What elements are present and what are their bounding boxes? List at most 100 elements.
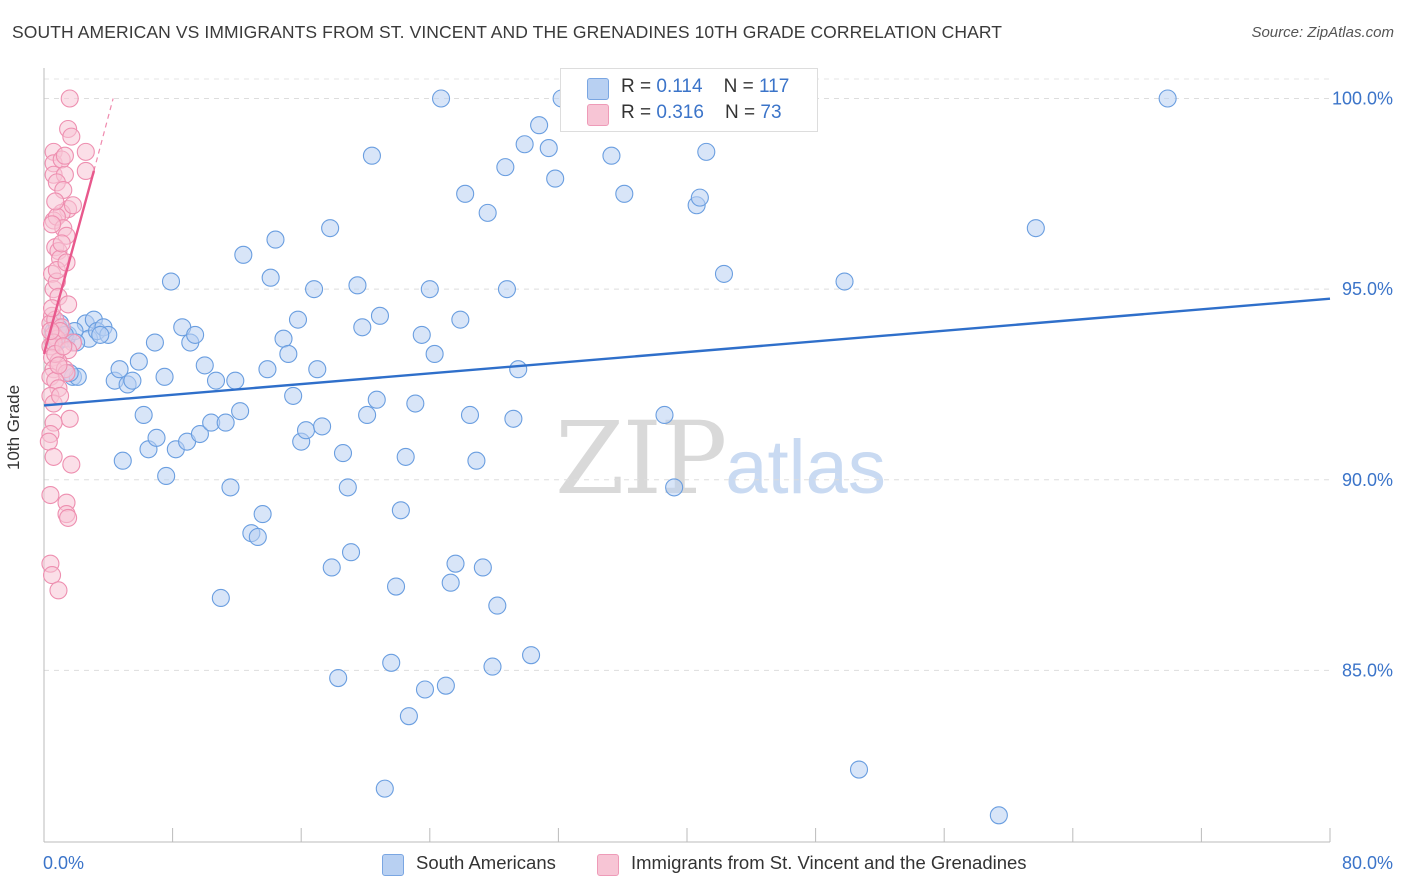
point-st-vincent: [46, 192, 65, 211]
point-south-americans: [441, 573, 460, 592]
source-label: Source: ZipAtlas.com: [1251, 24, 1394, 41]
trendline-south-americans: [43, 297, 1331, 407]
stats-text: R = 0.316 N = 73: [621, 102, 782, 123]
legend-swatch-blue: [587, 78, 609, 100]
point-south-americans: [412, 325, 431, 344]
point-south-americans: [348, 276, 367, 295]
point-south-americans: [386, 577, 406, 596]
point-south-americans: [483, 657, 502, 676]
point-south-americans: [436, 676, 455, 695]
point-st-vincent: [55, 146, 74, 165]
point-south-americans: [451, 310, 470, 329]
y-tick-label: 90.0%: [1342, 470, 1393, 490]
point-south-americans: [509, 360, 528, 379]
point-south-americans: [504, 409, 523, 428]
legend-swatch-pink: [587, 104, 609, 126]
point-south-americans: [488, 596, 507, 615]
point-south-americans: [321, 219, 340, 238]
point-south-americans: [497, 280, 517, 299]
point-south-americans: [478, 203, 497, 222]
point-st-vincent: [60, 89, 79, 108]
point-st-vincent: [59, 295, 78, 314]
point-south-americans: [467, 451, 486, 470]
point-south-americans: [288, 310, 308, 329]
legend-label: South Americans: [416, 852, 556, 873]
point-south-americans: [473, 558, 492, 577]
point-st-vincent: [49, 581, 68, 600]
point-south-americans: [358, 405, 377, 425]
series-legend: South Americans Immigrants from St. Vinc…: [0, 852, 1406, 878]
point-south-americans: [145, 333, 164, 352]
x-tick-label-max: 80.0%: [1342, 853, 1393, 873]
point-south-americans: [284, 386, 303, 405]
y-tick-label: 95.0%: [1342, 279, 1393, 299]
point-south-americans: [396, 447, 415, 466]
point-south-americans: [157, 466, 176, 486]
legend-swatch-pink: [597, 854, 619, 876]
point-south-americans: [989, 806, 1008, 825]
point-st-vincent: [41, 485, 60, 505]
point-south-americans: [123, 371, 142, 390]
point-south-americans: [446, 554, 465, 573]
point-south-americans: [234, 245, 253, 264]
point-south-americans: [211, 588, 230, 608]
point-south-americans: [835, 272, 854, 291]
point-st-vincent: [60, 409, 79, 428]
point-south-americans: [261, 268, 280, 287]
point-south-americans: [279, 344, 298, 364]
point-south-americans: [338, 478, 357, 497]
point-south-americans: [195, 356, 214, 375]
point-south-americans: [248, 527, 267, 547]
point-south-americans: [231, 402, 250, 421]
point-south-americans: [399, 707, 418, 726]
y-tick-label: 100.0%: [1332, 89, 1393, 109]
point-south-americans: [697, 142, 716, 161]
trendline-st-vincent: [42, 170, 95, 355]
point-st-vincent: [52, 234, 71, 253]
point-south-americans: [313, 417, 332, 436]
y-axis-label: 10th Grade: [4, 384, 23, 470]
point-south-americans: [253, 505, 272, 524]
point-south-americans: [190, 424, 209, 444]
point-st-vincent: [51, 386, 70, 405]
point-south-americans: [186, 325, 205, 344]
stats-legend: R = 0.114 N = 117 R = 0.316 N = 73: [560, 68, 818, 132]
point-south-americans: [370, 306, 390, 325]
point-st-vincent: [39, 432, 58, 451]
point-south-americans: [134, 405, 153, 425]
point-st-vincent: [44, 447, 63, 466]
legend-swatch-blue: [382, 854, 404, 876]
point-south-americans: [615, 184, 634, 203]
point-st-vincent: [54, 337, 73, 356]
point-south-americans: [849, 760, 869, 779]
point-st-vincent: [63, 196, 82, 215]
point-south-americans: [425, 344, 444, 364]
point-south-americans: [333, 444, 353, 463]
point-st-vincent: [49, 356, 68, 375]
point-south-americans: [539, 139, 558, 158]
trendline-st-vincent-extension: [93, 98, 114, 172]
point-south-americans: [522, 646, 541, 665]
point-st-vincent: [62, 455, 81, 474]
point-south-americans: [216, 413, 235, 432]
point-south-americans: [382, 653, 401, 672]
point-south-americans: [329, 668, 348, 688]
point-st-vincent: [62, 127, 81, 146]
point-south-americans: [113, 451, 132, 470]
point-south-americans: [147, 428, 166, 447]
point-south-americans: [221, 478, 240, 497]
point-south-americans: [456, 184, 475, 203]
watermark: ZIPatlas: [555, 400, 886, 517]
point-south-americans: [415, 680, 435, 699]
point-south-americans: [714, 264, 734, 283]
point-st-vincent: [76, 142, 95, 161]
point-south-americans: [391, 501, 410, 520]
point-south-americans: [129, 352, 148, 371]
watermark-atlas: atlas: [725, 425, 886, 510]
point-south-americans: [305, 280, 324, 299]
point-south-americans: [161, 272, 181, 291]
point-south-americans: [258, 360, 277, 379]
point-south-americans: [206, 371, 226, 390]
point-south-americans: [530, 116, 549, 135]
point-south-americans: [602, 146, 621, 165]
